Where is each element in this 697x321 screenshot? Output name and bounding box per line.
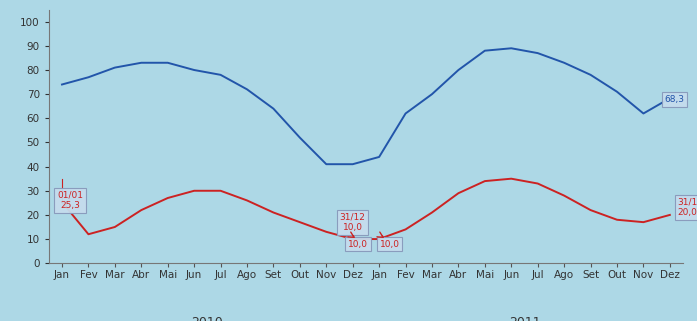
Text: 31/12
10,0: 31/12 10,0 bbox=[339, 213, 366, 232]
Text: 31/12
20,0: 31/12 20,0 bbox=[677, 198, 697, 217]
Text: 2010: 2010 bbox=[192, 317, 223, 321]
Text: 68,3: 68,3 bbox=[664, 95, 684, 104]
Text: 10,0: 10,0 bbox=[380, 240, 399, 249]
Text: 10,0: 10,0 bbox=[348, 240, 368, 249]
Text: 01/01
25,3: 01/01 25,3 bbox=[57, 191, 83, 210]
Text: 2011: 2011 bbox=[509, 317, 540, 321]
